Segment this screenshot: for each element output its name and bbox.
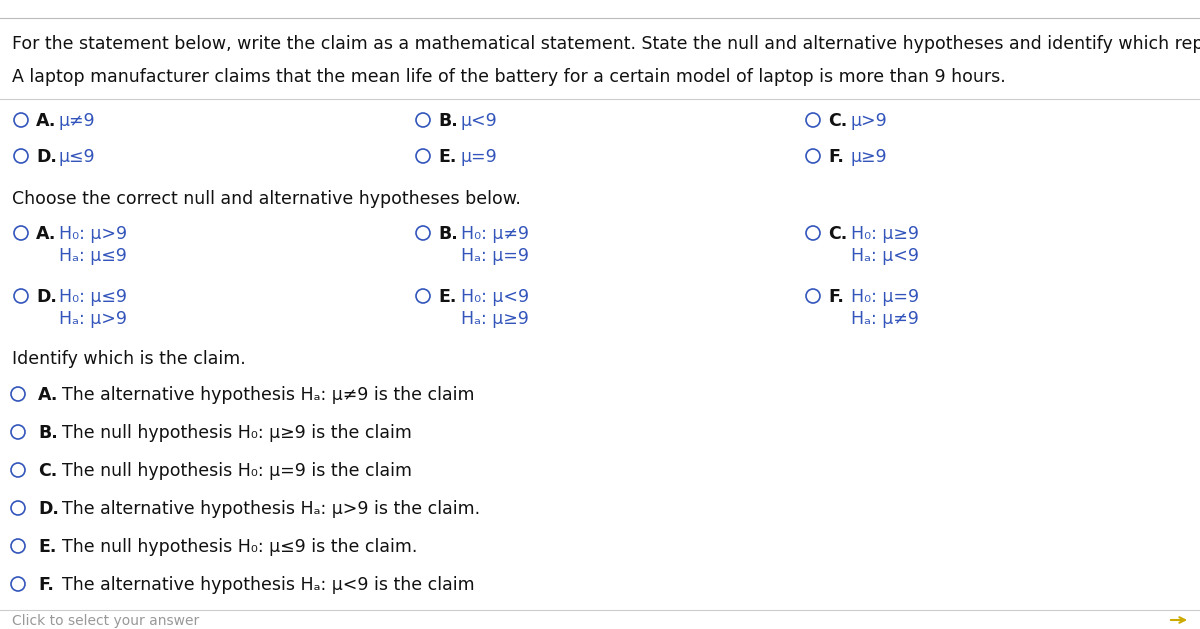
Text: B.: B. — [438, 112, 457, 130]
Text: The null hypothesis H₀: μ=9 is the claim: The null hypothesis H₀: μ=9 is the claim — [62, 462, 412, 480]
Text: μ≤9: μ≤9 — [59, 148, 96, 166]
Text: μ>9: μ>9 — [851, 112, 888, 130]
Text: B.: B. — [38, 424, 58, 442]
Text: E.: E. — [438, 288, 456, 306]
Text: A.: A. — [38, 386, 59, 404]
Text: E.: E. — [438, 148, 456, 166]
Text: The null hypothesis H₀: μ≤9 is the claim.: The null hypothesis H₀: μ≤9 is the claim… — [62, 538, 418, 556]
Text: The alternative hypothesis Hₐ: μ>9 is the claim.: The alternative hypothesis Hₐ: μ>9 is th… — [62, 500, 480, 518]
Text: Hₐ: μ=9: Hₐ: μ=9 — [461, 247, 529, 265]
Text: Choose the correct null and alternative hypotheses below.: Choose the correct null and alternative … — [12, 190, 521, 208]
Text: A.: A. — [36, 112, 56, 130]
Text: μ≠9: μ≠9 — [59, 112, 96, 130]
Text: C.: C. — [38, 462, 58, 480]
Text: Hₐ: μ≠9: Hₐ: μ≠9 — [851, 310, 919, 328]
Text: Hₐ: μ>9: Hₐ: μ>9 — [59, 310, 127, 328]
Text: D.: D. — [38, 500, 59, 518]
Text: H₀: μ≠9: H₀: μ≠9 — [461, 225, 529, 243]
Text: D.: D. — [36, 148, 56, 166]
Text: The null hypothesis H₀: μ≥9 is the claim: The null hypothesis H₀: μ≥9 is the claim — [62, 424, 412, 442]
Text: Hₐ: μ<9: Hₐ: μ<9 — [851, 247, 919, 265]
Text: C.: C. — [828, 112, 847, 130]
Text: A laptop manufacturer claims that the mean life of the battery for a certain mod: A laptop manufacturer claims that the me… — [12, 68, 1006, 86]
Text: F.: F. — [828, 288, 844, 306]
Text: H₀: μ<9: H₀: μ<9 — [461, 288, 529, 306]
Text: E.: E. — [38, 538, 56, 556]
Text: C.: C. — [828, 225, 847, 243]
Text: μ<9: μ<9 — [461, 112, 498, 130]
Text: B.: B. — [438, 225, 457, 243]
Text: Identify which is the claim.: Identify which is the claim. — [12, 350, 246, 368]
Text: Hₐ: μ≤9: Hₐ: μ≤9 — [59, 247, 127, 265]
Text: Hₐ: μ≥9: Hₐ: μ≥9 — [461, 310, 529, 328]
Text: μ≥9: μ≥9 — [851, 148, 888, 166]
Text: D.: D. — [36, 288, 56, 306]
Text: F.: F. — [38, 576, 54, 594]
Text: Click to select your answer: Click to select your answer — [12, 614, 199, 628]
Text: H₀: μ>9: H₀: μ>9 — [59, 225, 127, 243]
Text: For the statement below, write the claim as a mathematical statement. State the : For the statement below, write the claim… — [12, 35, 1200, 53]
Text: H₀: μ=9: H₀: μ=9 — [851, 288, 919, 306]
Text: H₀: μ≥9: H₀: μ≥9 — [851, 225, 919, 243]
Text: The alternative hypothesis Hₐ: μ≠9 is the claim: The alternative hypothesis Hₐ: μ≠9 is th… — [62, 386, 474, 404]
Text: μ=9: μ=9 — [461, 148, 498, 166]
Text: A.: A. — [36, 225, 56, 243]
Text: The alternative hypothesis Hₐ: μ<9 is the claim: The alternative hypothesis Hₐ: μ<9 is th… — [62, 576, 475, 594]
Text: H₀: μ≤9: H₀: μ≤9 — [59, 288, 127, 306]
Text: F.: F. — [828, 148, 844, 166]
